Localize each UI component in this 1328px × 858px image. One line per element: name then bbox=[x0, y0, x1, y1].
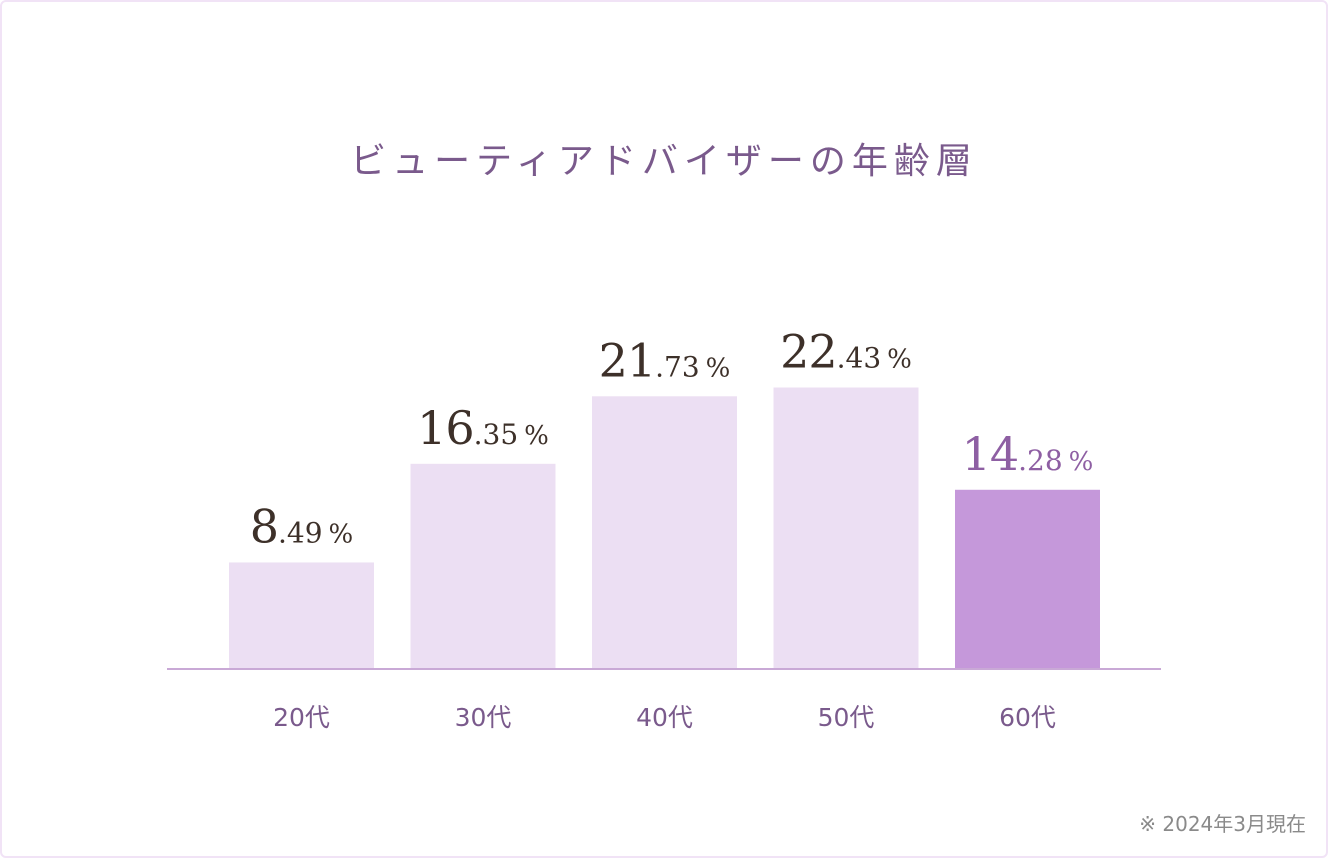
category-label: 60代 bbox=[999, 703, 1056, 732]
bar-30代 bbox=[410, 463, 556, 669]
footnote: ※ 2024年3月現在 bbox=[1139, 812, 1306, 836]
chart-title: ビューティアドバイザーの年齢層 bbox=[350, 141, 978, 182]
value-label: 22.43% bbox=[780, 325, 912, 379]
value-label: 21.73% bbox=[599, 333, 731, 387]
bar-20代 bbox=[229, 562, 374, 669]
bar-50代 bbox=[773, 387, 919, 669]
category-label: 30代 bbox=[455, 703, 512, 732]
bar-40代 bbox=[592, 396, 737, 669]
category-label: 40代 bbox=[636, 703, 693, 732]
value-label: 8.49% bbox=[250, 499, 354, 553]
category-label: 20代 bbox=[273, 703, 330, 732]
bar-60代 bbox=[955, 489, 1100, 669]
category-label: 50代 bbox=[818, 703, 875, 732]
value-label: 14.28% bbox=[962, 427, 1094, 481]
value-label: 16.35% bbox=[417, 401, 549, 455]
